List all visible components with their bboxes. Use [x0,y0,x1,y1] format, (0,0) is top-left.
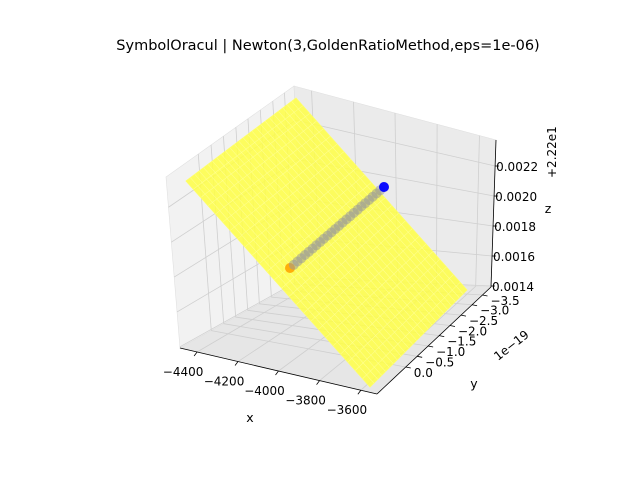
surface-mesh-line [237,151,345,239]
y-tick-mark [439,335,445,337]
y-axis-line [376,286,492,395]
surface-mesh-line [325,243,427,338]
z-tick-label: 0.0022 [496,160,538,174]
surface-mesh-line [362,282,461,379]
descent-path [285,182,389,273]
path-end-point [379,182,389,192]
surface-mesh-line [215,128,324,215]
y-tick-mark [482,294,488,297]
x-tick-mark [316,380,320,385]
y-tick-label: −1.5 [447,335,476,349]
surface-mesh-line [200,113,310,198]
surface-mesh-line [303,220,406,314]
surface-mesh-line [193,105,304,190]
surface-mesh-line [259,174,365,264]
y-tick-label: −3.5 [490,294,519,308]
y-tick-mark [472,304,478,307]
x-tick-label: −3800 [285,394,326,408]
surface-mesh-line [198,170,382,376]
y-tick-mark [460,314,467,317]
y-tick-label: −1.0 [436,345,465,359]
surface-mesh-line [252,166,358,256]
z-offset-text: +2.22e1 [545,126,559,178]
x-tick-label: −3600 [327,403,368,417]
y-tick-label: −2.0 [458,324,487,338]
z-tick-label: 0.0016 [493,250,535,264]
surface-mesh-line [266,182,372,272]
x-axis-label: x [246,410,253,425]
x-tick-mark [357,389,362,395]
x-tick-mark [275,370,279,376]
z-ticks: 0.0014 0.0016 0.0018 0.0020 0.0022 [491,160,538,294]
surface-mesh-line [244,159,351,248]
surface-mesh-line [310,228,413,322]
x-tick-label: −4200 [204,375,245,389]
surface-mesh-line [207,120,317,206]
y-tick-label: −3.0 [480,304,509,318]
surface-mesh-line [222,136,331,223]
surface-mesh-line [318,236,420,330]
surface-mesh-line [190,177,375,384]
surface-mesh-line [347,266,447,363]
x-tick-label: −4000 [244,384,285,398]
surface-mesh-line [194,174,378,380]
y-tick-mark [405,366,411,369]
z-tick-label: 0.0014 [492,280,534,294]
surface-mesh-line [288,205,392,297]
surface-mesh-line [281,197,386,289]
x-tick-mark [234,361,239,366]
y-tick-label: 0.0 [414,366,433,380]
surface-mesh-line [296,212,399,305]
x-ticks: −4400−4200−4000−3800−3600 [163,351,368,417]
x-tick-label: −4400 [163,365,204,379]
surface-mesh-line [229,143,338,231]
y-ticks: 0.0−0.5−1.0−1.5−2.0−2.5−3.0−3.5 [405,294,520,380]
z-grid-line [295,119,496,167]
z-axis-line [490,139,497,288]
surface-mesh-line [355,274,454,371]
y-tick-mark [449,325,456,327]
z-axis-label: z [545,201,552,216]
y-tick-mark [428,345,434,348]
chart-title: SymbolOracul | Newton(3,GoldenRatioMetho… [116,38,539,54]
x-tick-mark [193,351,198,357]
z-tick-label: 0.0020 [495,190,537,204]
y-tick-label: −2.5 [469,314,498,328]
x-grid-line [475,135,480,287]
surface-mesh-line [332,251,434,347]
y-tick-mark [417,355,423,358]
y-axis-label: y [470,376,478,391]
surface-mesh-line [340,259,440,355]
z-tick-label: 0.0018 [494,220,536,234]
y-tick-label: −0.5 [425,355,454,369]
